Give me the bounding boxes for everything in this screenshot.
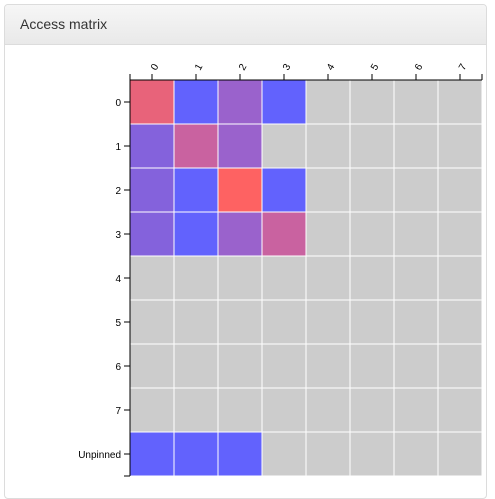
matrix-cell[interactable]: [393, 387, 439, 433]
matrix-cell[interactable]: [129, 211, 175, 257]
row-label: 5: [115, 318, 121, 329]
matrix-cell[interactable]: [261, 343, 307, 389]
matrix-cell[interactable]: [217, 431, 263, 477]
matrix-cell[interactable]: [173, 387, 219, 433]
matrix-cell[interactable]: [305, 431, 351, 477]
matrix-cell[interactable]: [173, 123, 219, 169]
column-label: 6: [413, 62, 426, 73]
matrix-cell[interactable]: [129, 79, 175, 125]
row-label: 6: [115, 362, 121, 373]
matrix-cell[interactable]: [393, 79, 439, 125]
matrix-cell[interactable]: [349, 211, 395, 257]
matrix-cell[interactable]: [173, 211, 219, 257]
matrix-cell[interactable]: [261, 431, 307, 477]
matrix-cell[interactable]: [349, 387, 395, 433]
column-label: 1: [193, 62, 206, 73]
matrix-cell[interactable]: [129, 255, 175, 301]
matrix-cell[interactable]: [393, 343, 439, 389]
matrix-cell[interactable]: [261, 299, 307, 345]
matrix-cell[interactable]: [305, 211, 351, 257]
matrix-cell[interactable]: [261, 167, 307, 213]
matrix-cell[interactable]: [129, 343, 175, 389]
matrix-cell[interactable]: [305, 343, 351, 389]
matrix-cell[interactable]: [393, 167, 439, 213]
row-label: 1: [115, 142, 121, 153]
matrix-cell[interactable]: [393, 431, 439, 477]
matrix-cell[interactable]: [437, 343, 483, 389]
matrix-cell[interactable]: [437, 167, 483, 213]
matrix-cell[interactable]: [217, 255, 263, 301]
matrix-cell[interactable]: [173, 255, 219, 301]
matrix-cell[interactable]: [349, 79, 395, 125]
column-label: 0: [149, 62, 162, 73]
matrix-cell[interactable]: [261, 255, 307, 301]
column-label: 7: [457, 62, 470, 73]
matrix-cell[interactable]: [437, 123, 483, 169]
row-label: 2: [115, 186, 121, 197]
matrix-cell[interactable]: [217, 167, 263, 213]
matrix-cell[interactable]: [217, 387, 263, 433]
matrix-cell[interactable]: [305, 299, 351, 345]
matrix-cell[interactable]: [437, 79, 483, 125]
row-label: 7: [115, 406, 121, 417]
matrix-cell[interactable]: [349, 343, 395, 389]
matrix-cell[interactable]: [437, 299, 483, 345]
matrix-cell[interactable]: [217, 343, 263, 389]
column-label: 5: [369, 62, 382, 73]
matrix-cell[interactable]: [173, 79, 219, 125]
panel-heading: Access matrix: [5, 5, 486, 45]
row-label: Unpinned: [78, 450, 121, 461]
matrix-cell[interactable]: [349, 431, 395, 477]
column-label: 4: [325, 62, 338, 73]
matrix-cell[interactable]: [393, 299, 439, 345]
matrix-cell[interactable]: [173, 431, 219, 477]
matrix-cell[interactable]: [173, 299, 219, 345]
matrix-cell[interactable]: [393, 211, 439, 257]
matrix-cell[interactable]: [437, 387, 483, 433]
matrix-cell[interactable]: [305, 387, 351, 433]
panel-title: Access matrix: [20, 16, 108, 32]
matrix-cell[interactable]: [261, 211, 307, 257]
row-label: 0: [115, 98, 121, 109]
matrix-cell[interactable]: [129, 299, 175, 345]
matrix-cell[interactable]: [261, 79, 307, 125]
matrix-cell[interactable]: [393, 255, 439, 301]
matrix-cell[interactable]: [173, 343, 219, 389]
matrix-cell[interactable]: [129, 387, 175, 433]
matrix-cell[interactable]: [261, 387, 307, 433]
matrix-cell[interactable]: [437, 255, 483, 301]
matrix-cell[interactable]: [305, 167, 351, 213]
matrix-cell[interactable]: [261, 123, 307, 169]
matrix-cell[interactable]: [349, 123, 395, 169]
matrix-cell[interactable]: [217, 79, 263, 125]
matrix-cell[interactable]: [217, 123, 263, 169]
row-label: 3: [115, 230, 121, 241]
matrix-cell[interactable]: [129, 167, 175, 213]
matrix-cell[interactable]: [129, 431, 175, 477]
matrix-cell[interactable]: [437, 211, 483, 257]
row-label: 4: [115, 274, 121, 285]
matrix-cell[interactable]: [217, 211, 263, 257]
matrix-cell[interactable]: [349, 255, 395, 301]
matrix-cell[interactable]: [305, 123, 351, 169]
matrix-cell[interactable]: [393, 123, 439, 169]
column-label: 3: [281, 62, 294, 73]
matrix-cell[interactable]: [217, 299, 263, 345]
matrix-cell[interactable]: [349, 299, 395, 345]
matrix-cell[interactable]: [349, 167, 395, 213]
matrix-cell[interactable]: [129, 123, 175, 169]
matrix-cell[interactable]: [305, 255, 351, 301]
column-label: 2: [237, 62, 250, 73]
matrix-cell[interactable]: [305, 79, 351, 125]
matrix-cell[interactable]: [437, 431, 483, 477]
matrix-cell[interactable]: [173, 167, 219, 213]
